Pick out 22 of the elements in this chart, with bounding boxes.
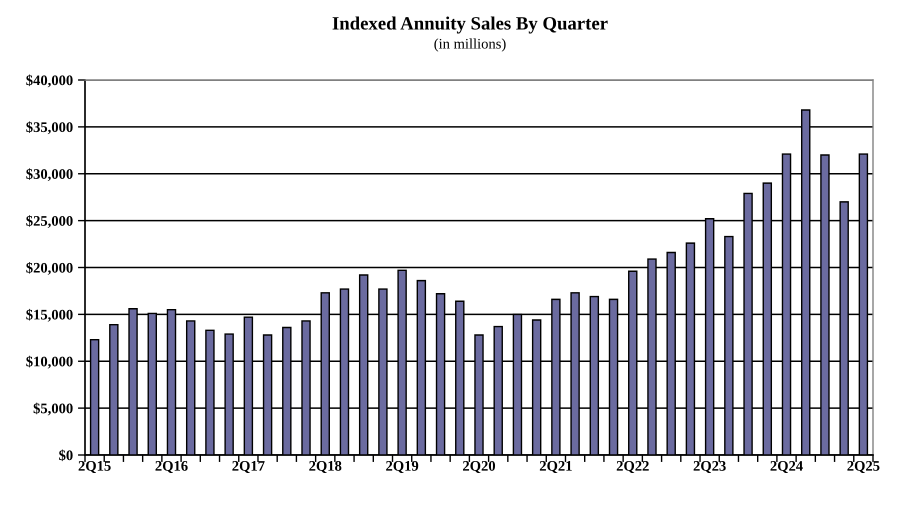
- x-tick-label: 2Q21: [540, 461, 572, 474]
- y-tick-label: $15,000: [26, 308, 73, 322]
- y-tick-label: $25,000: [26, 215, 73, 228]
- x-tick-label: 2Q22: [616, 461, 649, 474]
- x-tick-label: 2Q15: [78, 461, 111, 474]
- y-tick-label: $30,000: [26, 168, 73, 182]
- y-tick-label: $5,000: [34, 402, 73, 416]
- x-tick-label: 2Q25: [847, 461, 880, 474]
- x-tick-label: 2Q23: [694, 461, 726, 474]
- x-tick-label: 2Q16: [155, 461, 188, 474]
- y-tick-label: $40,000: [26, 74, 73, 88]
- x-tick-label: 2Q24: [770, 461, 803, 474]
- chart-title: Indexed Annuity Sales By Quarter: [332, 16, 608, 34]
- y-tick-label: $0: [59, 450, 73, 462]
- y-tick-label: $35,000: [26, 121, 73, 134]
- x-tick-label: 2Q18: [309, 460, 342, 474]
- x-tick-label: 2Q19: [386, 461, 418, 474]
- x-tick-label: 2Q20: [463, 460, 496, 474]
- y-tick-label: $20,000: [26, 262, 73, 275]
- y-tick-label: $10,000: [26, 356, 73, 369]
- x-tick-label: 2Q17: [232, 461, 265, 474]
- chart-subtitle: (in millions): [434, 38, 506, 52]
